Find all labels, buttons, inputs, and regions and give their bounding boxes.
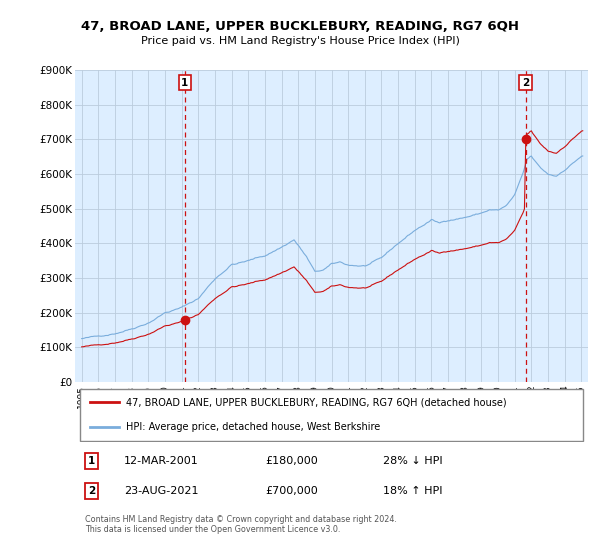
Text: £180,000: £180,000 — [265, 456, 317, 466]
Text: 1: 1 — [88, 456, 95, 466]
Text: HPI: Average price, detached house, West Berkshire: HPI: Average price, detached house, West… — [127, 422, 380, 432]
Text: £700,000: £700,000 — [265, 486, 317, 496]
Text: 2: 2 — [88, 486, 95, 496]
Text: 47, BROAD LANE, UPPER BUCKLEBURY, READING, RG7 6QH (detached house): 47, BROAD LANE, UPPER BUCKLEBURY, READIN… — [127, 398, 507, 407]
Text: Contains HM Land Registry data © Crown copyright and database right 2024.
This d: Contains HM Land Registry data © Crown c… — [85, 515, 397, 534]
Text: 28% ↓ HPI: 28% ↓ HPI — [383, 456, 442, 466]
Text: 47, BROAD LANE, UPPER BUCKLEBURY, READING, RG7 6QH: 47, BROAD LANE, UPPER BUCKLEBURY, READIN… — [81, 20, 519, 32]
Text: 1: 1 — [181, 78, 188, 88]
FancyBboxPatch shape — [80, 389, 583, 441]
Text: 2: 2 — [522, 78, 529, 88]
Text: 23-AUG-2021: 23-AUG-2021 — [124, 486, 198, 496]
Text: 12-MAR-2001: 12-MAR-2001 — [124, 456, 199, 466]
Text: 18% ↑ HPI: 18% ↑ HPI — [383, 486, 442, 496]
Text: Price paid vs. HM Land Registry's House Price Index (HPI): Price paid vs. HM Land Registry's House … — [140, 36, 460, 46]
